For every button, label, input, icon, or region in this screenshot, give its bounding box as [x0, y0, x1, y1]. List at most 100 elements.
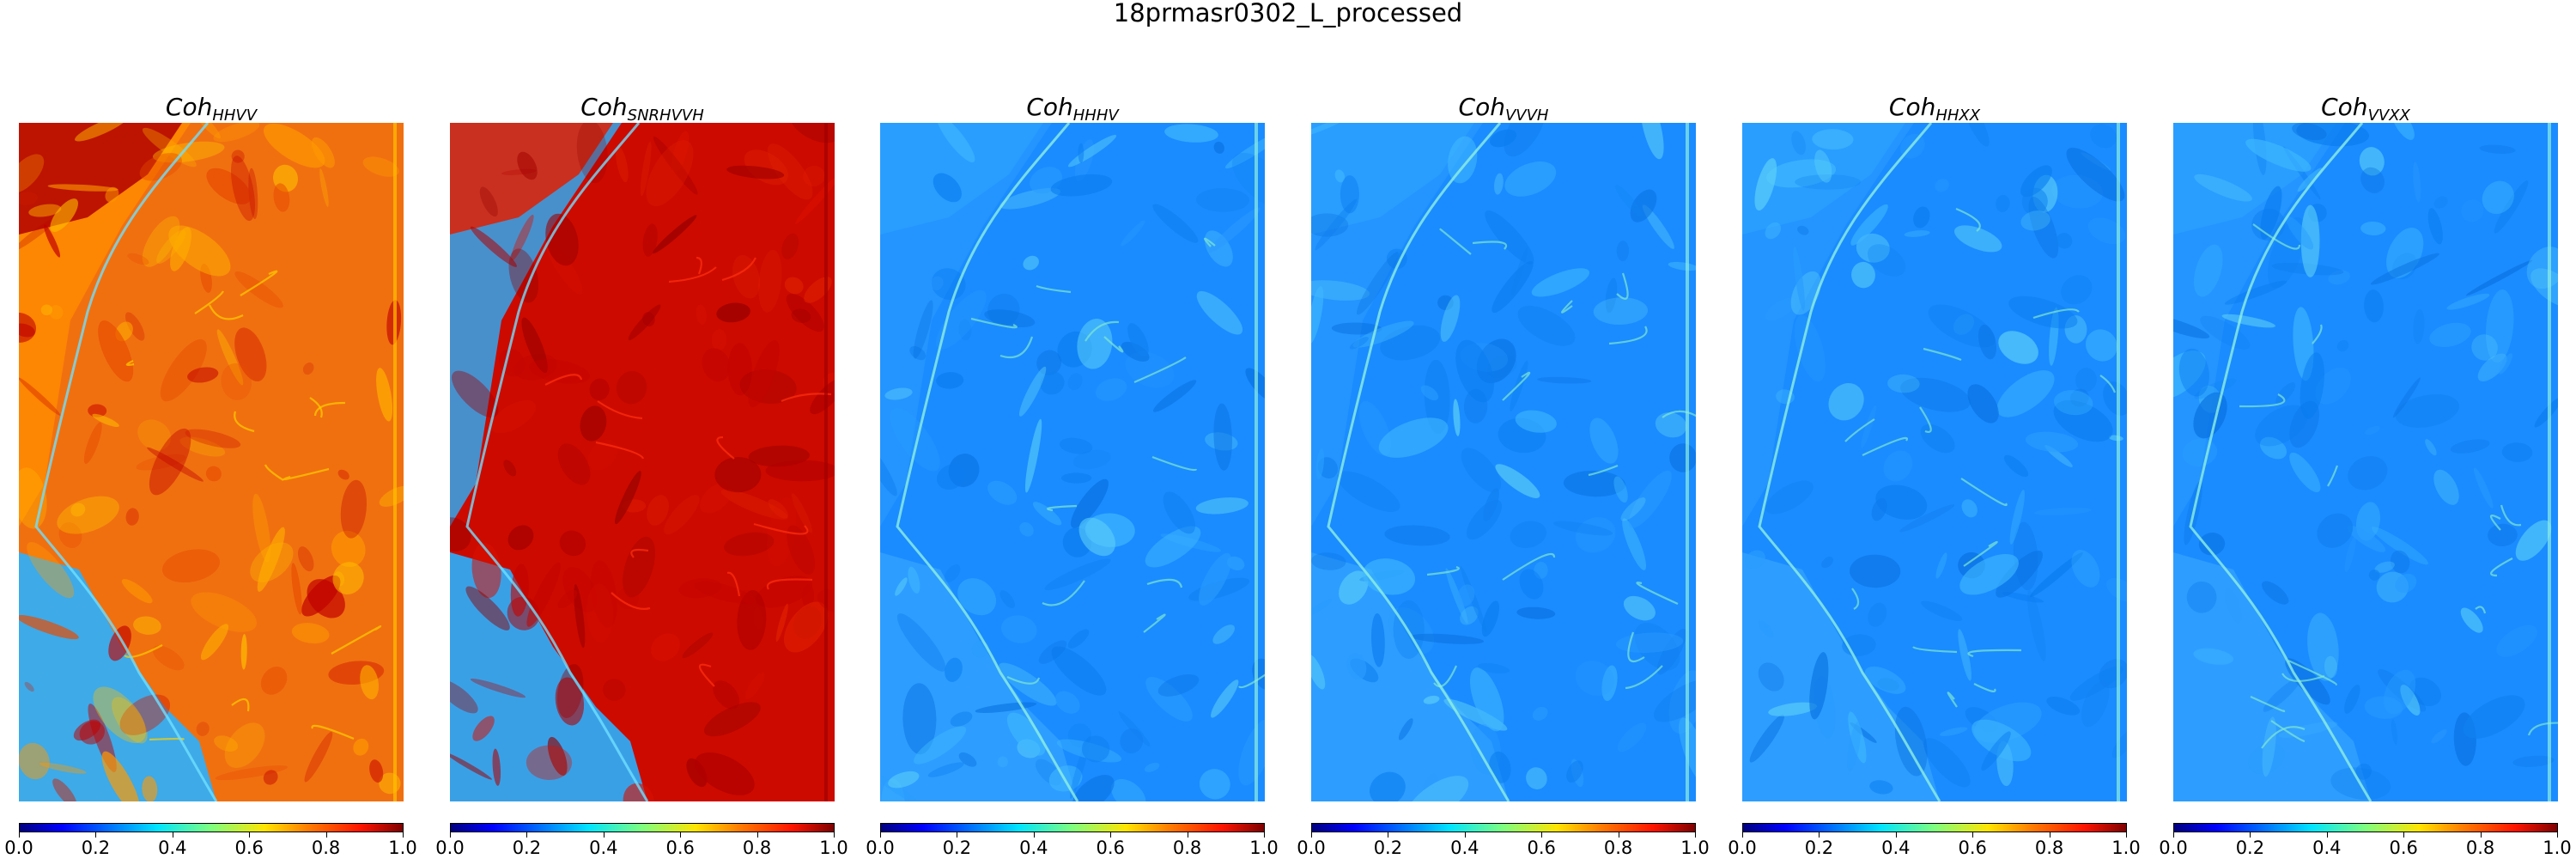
- panel-title: CohSNRHVVH: [450, 93, 835, 125]
- colorbar-tick-label: 0.0: [4, 838, 33, 858]
- panel-title-base: Coh: [1888, 93, 1936, 121]
- colorbar-tick-label: 1.0: [1680, 838, 1710, 858]
- coherence-map-svg: [450, 123, 835, 801]
- colorbar-tick: [2126, 832, 2127, 838]
- colorbar-tick-label: 0.4: [158, 838, 187, 858]
- colorbar-tick-label: 0.4: [1019, 838, 1048, 858]
- colorbar-tick-label: 0.8: [742, 838, 772, 858]
- panel-title: CohHHXX: [1742, 93, 2127, 125]
- colorbar: [19, 823, 404, 832]
- coherence-map-image: [1742, 123, 2127, 801]
- colorbar-tick: [880, 832, 881, 838]
- colorbar-tick: [1819, 832, 1820, 838]
- colorbar: [1742, 823, 2127, 832]
- coherence-map-image: [450, 123, 835, 801]
- panel-title-subscript: HHXX: [1935, 107, 1981, 125]
- colorbar-tick-label: 0.0: [2159, 838, 2188, 858]
- coherence-map-svg: [880, 123, 1265, 801]
- colorbar-tick: [2557, 832, 2558, 838]
- colorbar: [880, 823, 1265, 832]
- colorbar-tick: [1464, 832, 1466, 838]
- coherence-panel: CohVVVH 0.0 0.2 0.4 0.6 0.8 1.0: [1297, 0, 1709, 859]
- colorbar-tick-label: 1.0: [2111, 838, 2141, 858]
- colorbar: [1311, 823, 1696, 832]
- colorbar-tick: [1695, 832, 1696, 838]
- colorbar-tick-label: 0.0: [866, 838, 895, 858]
- coherence-panel: CohSNRHVVH 0.0 0.2 0.4 0.6 0.8 1.0: [435, 0, 848, 859]
- panel-title-base: Coh: [165, 93, 213, 121]
- colorbar-tick-label: 0.2: [1373, 838, 1403, 858]
- colorbar-tick-label: 0.8: [2034, 838, 2064, 858]
- colorbar-tick-label: 0.8: [311, 838, 341, 858]
- colorbar-tick: [1972, 832, 1974, 838]
- coherence-map-image: [19, 123, 404, 801]
- colorbar-tick: [1033, 832, 1035, 838]
- panel-title: CohVVVH: [1311, 93, 1696, 125]
- colorbar-tick: [19, 832, 20, 838]
- colorbar-tick-label: 0.2: [2235, 838, 2265, 858]
- colorbar-tick-label: 0.6: [665, 838, 695, 858]
- colorbar-tick-label: 0.2: [942, 838, 972, 858]
- coherence-map-svg: [1311, 123, 1696, 801]
- colorbar-tick: [1895, 832, 1897, 838]
- panel-title-subscript: HHHV: [1072, 107, 1119, 125]
- colorbar-tick: [603, 832, 605, 838]
- panel-title-subscript: HHVV: [212, 107, 258, 125]
- colorbar-tick-label: 0.8: [1172, 838, 1202, 858]
- colorbar-tick: [756, 832, 758, 838]
- colorbar-tick-label: 1.0: [819, 838, 848, 858]
- coherence-panel: CohHHVV 0.0 0.2 0.4 0.6 0.8 1.0: [4, 0, 416, 859]
- coherence-panel: CohVVXX 0.0 0.2 0.4 0.6 0.8 1.0: [2159, 0, 2571, 859]
- colorbar-tick-label: 0.8: [1603, 838, 1633, 858]
- colorbar-tick-label: 0.4: [2312, 838, 2342, 858]
- colorbar-tick: [1541, 832, 1543, 838]
- colorbar-tick: [2250, 832, 2251, 838]
- colorbar-tick: [526, 832, 528, 838]
- colorbar-tick-label: 0.2: [1804, 838, 1834, 858]
- panel-title-base: Coh: [2321, 93, 2368, 121]
- colorbar-tick: [450, 832, 451, 838]
- colorbar-tick: [325, 832, 327, 838]
- colorbar-tick-label: 0.0: [435, 838, 465, 858]
- colorbar-tick-label: 0.0: [1728, 838, 1757, 858]
- colorbar-tick-label: 0.6: [2389, 838, 2418, 858]
- panel-title: CohVVXX: [2173, 93, 2558, 125]
- colorbar-tick-label: 0.2: [81, 838, 111, 858]
- panel-title-base: Coh: [1458, 93, 1505, 121]
- colorbar-tick-label: 0.8: [2465, 838, 2495, 858]
- panel-title-base: Coh: [1026, 93, 1073, 121]
- colorbar-tick: [1110, 832, 1112, 838]
- panel-title-subscript: SNRHVVH: [627, 107, 704, 125]
- colorbar-tick-label: 1.0: [2543, 838, 2572, 858]
- colorbar-tick: [680, 832, 682, 838]
- colorbar-tick-label: 0.4: [1450, 838, 1479, 858]
- colorbar-tick: [2403, 832, 2405, 838]
- colorbar-tick: [2173, 832, 2174, 838]
- colorbar-tick-label: 0.4: [1881, 838, 1911, 858]
- colorbar-tick-label: 1.0: [388, 838, 417, 858]
- coherence-map-svg: [1742, 123, 2127, 801]
- panel-title-subscript: VVXX: [2367, 107, 2410, 125]
- figure-title: 18prmasr0302_L_processed: [1113, 0, 1463, 27]
- colorbar: [450, 823, 835, 832]
- panel-title-base: Coh: [580, 93, 628, 121]
- colorbar-tick: [1264, 832, 1265, 838]
- coherence-map-svg: [19, 123, 404, 801]
- colorbar-tick-label: 0.6: [1527, 838, 1556, 858]
- colorbar-tick-label: 0.2: [512, 838, 542, 858]
- colorbar-tick: [834, 832, 835, 838]
- colorbar-tick-label: 0.0: [1297, 838, 1326, 858]
- panel-title-subscript: VVVH: [1504, 107, 1549, 125]
- panel-title: CohHHVV: [19, 93, 404, 125]
- coherence-map-image: [880, 123, 1265, 801]
- panel-title: CohHHHV: [880, 93, 1265, 125]
- colorbar-tick: [403, 832, 404, 838]
- colorbar-tick: [1742, 832, 1743, 838]
- colorbar-tick-label: 0.6: [1096, 838, 1125, 858]
- colorbar-tick: [1311, 832, 1312, 838]
- colorbar-tick: [249, 832, 251, 838]
- coherence-map-image: [1311, 123, 1696, 801]
- coherence-map-image: [2173, 123, 2558, 801]
- coherence-panel: CohHHHV 0.0 0.2 0.4 0.6 0.8 1.0: [866, 0, 1278, 859]
